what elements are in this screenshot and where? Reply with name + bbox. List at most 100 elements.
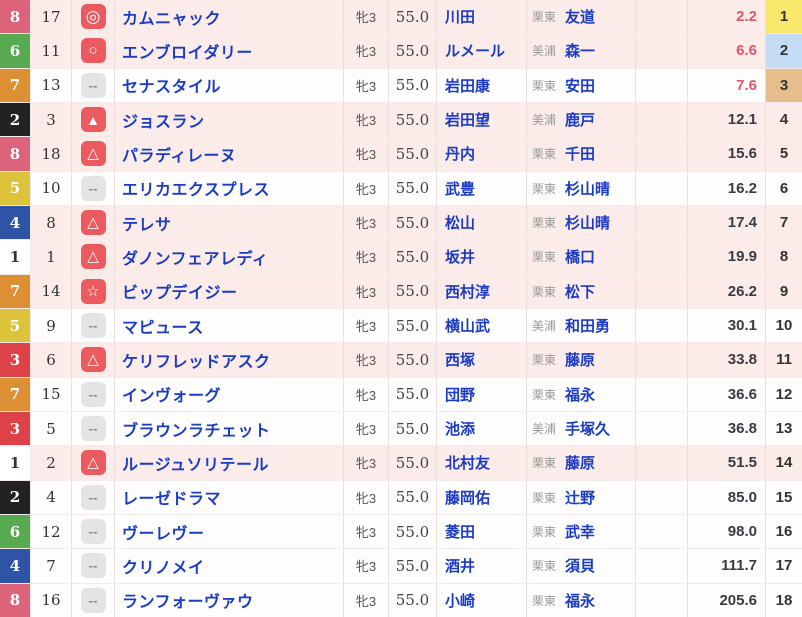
training-center: 美浦 (532, 113, 557, 128)
odds-value[interactable]: 85.0 (688, 480, 766, 514)
horse-name-link[interactable]: テレサ (122, 216, 172, 234)
odds-value[interactable]: 19.9 (688, 240, 766, 274)
odds-value[interactable]: 12.1 (688, 102, 766, 137)
horse-name-link[interactable]: ビップデイジー (122, 285, 238, 303)
mark-icon[interactable]: -- (80, 313, 106, 339)
mark-icon[interactable]: -- (80, 484, 106, 510)
horse-name-link[interactable]: ヴーレヴー (122, 525, 205, 543)
trainer-link[interactable]: 橋口 (565, 249, 596, 267)
trainer-link[interactable]: 森一 (565, 43, 596, 61)
jockey-link[interactable]: 団野 (445, 386, 476, 404)
mark-icon[interactable]: ▲ (80, 107, 106, 133)
jockey-link[interactable]: 藤岡佑 (445, 489, 491, 507)
mark-cell: ▲ (72, 102, 115, 137)
mark-icon[interactable]: △ (80, 450, 106, 476)
jockey-link[interactable]: 丹内 (445, 146, 476, 164)
horse-name-link[interactable]: ブラウンラチェット (122, 422, 271, 440)
jockey-link[interactable]: 西塚 (445, 352, 476, 370)
waku-badge: 4 (0, 205, 31, 240)
odds-value[interactable]: 26.2 (688, 274, 766, 308)
jockey-link[interactable]: 岩田望 (445, 112, 491, 130)
trainer-link[interactable]: 手塚久 (565, 421, 611, 439)
body-weight-cell (636, 171, 688, 205)
mark-icon[interactable]: -- (80, 416, 106, 442)
jockey-link[interactable]: 北村友 (445, 455, 491, 473)
odds-value[interactable]: 15.6 (688, 137, 766, 171)
horse-name-link[interactable]: カムニャック (122, 10, 222, 28)
mark-icon[interactable]: -- (80, 587, 106, 613)
horse-name-link[interactable]: クリノメイ (122, 559, 205, 577)
trainer-link[interactable]: 福永 (565, 386, 596, 404)
horse-number: 3 (31, 102, 72, 137)
trainer-link[interactable]: 藤原 (565, 455, 596, 473)
odds-value[interactable]: 6.6 (688, 34, 766, 68)
trainer-link[interactable]: 須貝 (565, 558, 596, 576)
waku-badge: 7 (0, 377, 31, 411)
mark-icon[interactable]: ☆ (80, 278, 106, 304)
odds-value[interactable]: 111.7 (688, 549, 766, 583)
mark-icon[interactable]: △ (80, 210, 106, 236)
jockey-link[interactable]: 武豊 (445, 180, 476, 198)
jockey-link[interactable]: 池添 (445, 421, 476, 439)
jockey-link[interactable]: ルメール (445, 43, 506, 61)
odds-value[interactable]: 51.5 (688, 446, 766, 480)
odds-value[interactable]: 33.8 (688, 343, 766, 377)
jockey-link[interactable]: 松山 (445, 215, 476, 233)
popularity-rank: 11 (776, 351, 792, 369)
odds-value[interactable]: 7.6 (688, 68, 766, 102)
horse-name-link[interactable]: ルージュソリテール (122, 456, 270, 474)
jockey-link[interactable]: 横山武 (445, 318, 491, 336)
horse-name-link[interactable]: パラディレーヌ (122, 147, 237, 165)
popularity-rank: 15 (775, 488, 793, 506)
odds-value[interactable]: 205.6 (688, 583, 766, 617)
trainer-link[interactable]: 杉山晴 (565, 215, 611, 233)
horse-name-link[interactable]: エリカエクスプレス (122, 182, 271, 200)
horse-name-link[interactable]: ランフォーヴァウ (122, 594, 254, 612)
horse-name-link[interactable]: マピュース (122, 319, 204, 337)
trainer-link[interactable]: 福永 (565, 592, 596, 610)
horse-name-link[interactable]: ケリフレッドアスク (122, 353, 271, 371)
trainer-link[interactable]: 辻野 (565, 489, 596, 507)
odds-value[interactable]: 36.6 (688, 377, 766, 411)
jockey-link[interactable]: 西村淳 (445, 283, 491, 301)
table-row: 3 6 △ ケリフレッドアスク 牝3 55.0 西塚 栗東 藤原 33.8 11 (0, 343, 802, 378)
mark-icon[interactable]: △ (80, 244, 106, 270)
mark-icon[interactable]: ○ (80, 38, 106, 64)
mark-icon[interactable]: △ (80, 141, 106, 167)
trainer-link[interactable]: 松下 (565, 283, 596, 301)
trainer-link[interactable]: 和田勇 (565, 318, 611, 336)
odds-value[interactable]: 2.2 (688, 0, 766, 34)
mark-icon[interactable]: -- (80, 381, 106, 407)
jockey-link[interactable]: 岩田康 (445, 77, 491, 95)
trainer-link[interactable]: 杉山晴 (565, 180, 611, 198)
jockey-link[interactable]: 坂井 (445, 249, 476, 267)
horse-name-link[interactable]: ジョスラン (122, 113, 205, 131)
mark-icon[interactable]: -- (80, 553, 106, 579)
jockey-link[interactable]: 酒井 (445, 558, 476, 576)
odds-value[interactable]: 17.4 (688, 205, 766, 240)
horse-name-link[interactable]: ダノンフェアレディ (122, 250, 269, 268)
trainer-link[interactable]: 友道 (565, 9, 596, 27)
mark-icon[interactable]: -- (80, 175, 106, 201)
odds-value[interactable]: 30.1 (688, 308, 766, 343)
trainer-link[interactable]: 安田 (565, 77, 596, 95)
mark-icon[interactable]: -- (80, 72, 106, 98)
jockey-link[interactable]: 川田 (445, 9, 476, 27)
odds-value[interactable]: 16.2 (688, 171, 766, 205)
jockey-link[interactable]: 菱田 (445, 524, 476, 542)
trainer-link[interactable]: 鹿戸 (565, 112, 596, 130)
horse-name-link[interactable]: セナスタイル (122, 79, 222, 97)
mark-icon[interactable]: -- (80, 519, 106, 545)
trainer-link[interactable]: 千田 (565, 146, 596, 164)
odds-value[interactable]: 36.8 (688, 411, 766, 446)
trainer-link[interactable]: 武幸 (565, 524, 596, 542)
horse-name-link[interactable]: エンブロイダリー (122, 44, 253, 62)
training-center: 栗東 (532, 559, 557, 574)
mark-icon[interactable]: △ (80, 347, 106, 373)
trainer-link[interactable]: 藤原 (565, 352, 596, 370)
horse-name-link[interactable]: インヴォーグ (122, 388, 222, 406)
mark-icon[interactable]: ◎ (80, 4, 106, 30)
horse-name-link[interactable]: レーゼドラマ (122, 491, 222, 509)
odds-value[interactable]: 98.0 (688, 514, 766, 549)
jockey-link[interactable]: 小崎 (445, 592, 476, 610)
